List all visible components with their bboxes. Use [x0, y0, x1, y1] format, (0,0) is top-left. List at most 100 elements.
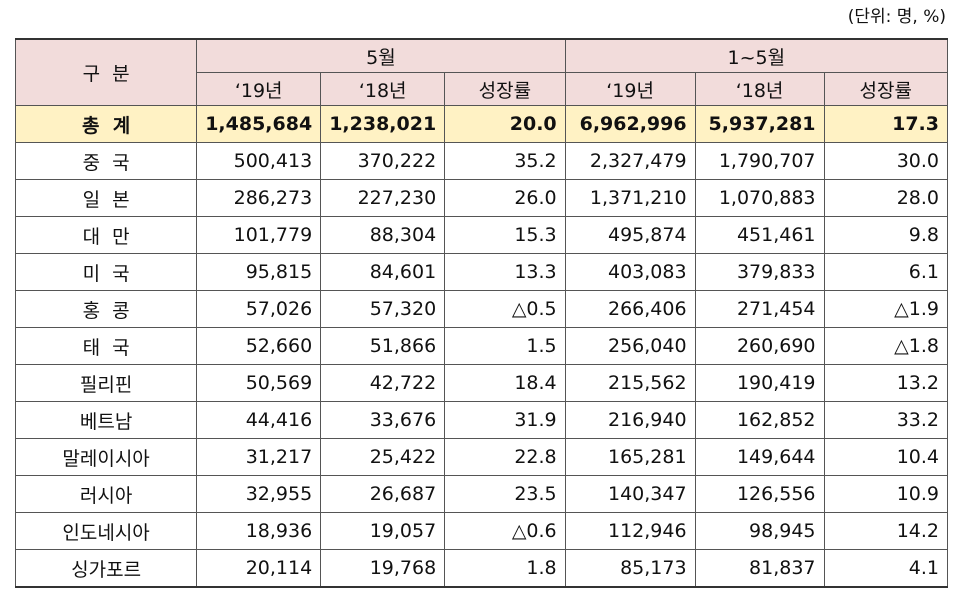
table-row: 총 계 1,485,684 1,238,021 20.0 6,962,996 5,937,…	[14, 105, 949, 143]
data-cell: 162,852	[694, 401, 825, 439]
data-cell: 33,676	[320, 401, 446, 439]
data-cell: 85,173	[564, 549, 696, 588]
data-cell: 215,562	[564, 364, 696, 402]
data-cell: 13.3	[444, 253, 566, 291]
data-cell: 25,422	[320, 438, 446, 476]
table-row: 러시아 32,955 26,687 23.5 140,347 126,556 10.9	[14, 475, 949, 513]
data-cell: 5,937,281	[694, 105, 825, 143]
data-cell: 18.4	[444, 364, 566, 402]
data-cell: 271,454	[694, 290, 825, 328]
data-cell: 6,962,996	[564, 105, 696, 143]
sub-header: 성장률	[823, 72, 949, 106]
data-cell: 15.3	[444, 216, 566, 254]
data-cell: △0.5	[444, 290, 566, 328]
row-label: 총 계	[14, 105, 198, 143]
data-cell: 18,936	[196, 512, 322, 550]
row-label: 필리핀	[14, 364, 198, 402]
data-cell: 10.9	[823, 475, 949, 513]
data-cell: 31,217	[196, 438, 322, 476]
data-cell: 44,416	[196, 401, 322, 439]
header-cell: 구 분	[14, 38, 198, 106]
data-cell: 6.1	[823, 253, 949, 291]
table-row: 미 국 95,815 84,601 13.3 403,083 379,833 6.1	[14, 253, 949, 291]
data-cell: 1,238,021	[320, 105, 446, 143]
data-cell: 52,660	[196, 327, 322, 365]
group-header: 1~5월	[564, 38, 949, 73]
data-cell: 451,461	[694, 216, 825, 254]
data-table: 구 분 5월 1~5월 ‘19년 ‘18년 성장률 ‘19년 ‘18년 성장률 총 계 1,485,…	[14, 38, 949, 588]
data-cell: 20,114	[196, 549, 322, 588]
table-row: 말레이시아 31,217 25,422 22.8 165,281 149,644 10.4	[14, 438, 949, 476]
group-header: 5월	[196, 38, 566, 73]
data-cell: 216,940	[564, 401, 696, 439]
data-cell: 227,230	[320, 179, 446, 217]
table-row: 일 본 286,273 227,230 26.0 1,371,210 1,070,883 2…	[14, 179, 949, 217]
data-cell: 1,070,883	[694, 179, 825, 217]
table-row: ‘19년 ‘18년 성장률 ‘19년 ‘18년 성장률	[16, 72, 949, 106]
data-cell: 1,485,684	[196, 105, 322, 143]
row-label: 태 국	[14, 327, 198, 365]
data-cell: 19,057	[320, 512, 446, 550]
data-cell: 1,790,707	[694, 142, 825, 180]
data-cell: 370,222	[320, 142, 446, 180]
data-cell: 98,945	[694, 512, 825, 550]
data-cell: 190,419	[694, 364, 825, 402]
data-cell: 20.0	[444, 105, 566, 143]
data-cell: 495,874	[564, 216, 696, 254]
sub-header: ‘19년	[564, 72, 696, 106]
data-cell: 32,955	[196, 475, 322, 513]
data-cell: 19,768	[320, 549, 446, 588]
data-cell: 1,371,210	[564, 179, 696, 217]
data-cell: △1.8	[823, 327, 949, 365]
table-row: 태 국 52,660 51,866 1.5 256,040 260,690 △1.8	[14, 327, 949, 365]
data-cell: 101,779	[196, 216, 322, 254]
data-cell: 57,026	[196, 290, 322, 328]
data-cell: 403,083	[564, 253, 696, 291]
table-row: 베트남 44,416 33,676 31.9 216,940 162,852 33.2	[14, 401, 949, 439]
table-row: 홍 콩 57,026 57,320 △0.5 266,406 271,454 △1.9	[14, 290, 949, 328]
row-label: 홍 콩	[14, 290, 198, 328]
data-cell: 500,413	[196, 142, 322, 180]
data-cell: 23.5	[444, 475, 566, 513]
data-cell: 286,273	[196, 179, 322, 217]
data-cell: 50,569	[196, 364, 322, 402]
data-cell: 9.8	[823, 216, 949, 254]
data-cell: 26.0	[444, 179, 566, 217]
table-row: 중 국 500,413 370,222 35.2 2,327,479 1,790,707 3…	[14, 142, 949, 180]
data-cell: 88,304	[320, 216, 446, 254]
data-cell: 13.2	[823, 364, 949, 402]
row-label: 인도네시아	[14, 512, 198, 550]
data-cell: 22.8	[444, 438, 566, 476]
data-cell: 51,866	[320, 327, 446, 365]
row-label: 러시아	[14, 475, 198, 513]
data-cell: 126,556	[694, 475, 825, 513]
unit-note: (단위: 명, %)	[847, 7, 946, 27]
table-row: 필리핀 50,569 42,722 18.4 215,562 190,419 13.2	[14, 364, 949, 402]
data-cell: 1.8	[444, 549, 566, 588]
data-cell: 260,690	[694, 327, 825, 365]
data-cell: 379,833	[694, 253, 825, 291]
data-cell: 30.0	[823, 142, 949, 180]
sub-header: ‘18년	[320, 72, 446, 106]
data-cell: 17.3	[823, 105, 949, 143]
data-cell: 84,601	[320, 253, 446, 291]
data-cell: 95,815	[196, 253, 322, 291]
data-cell: △1.9	[823, 290, 949, 328]
table-row: 대 만 101,779 88,304 15.3 495,874 451,461 9.8	[14, 216, 949, 254]
row-label: 일 본	[14, 179, 198, 217]
data-cell: 256,040	[564, 327, 696, 365]
data-cell: 81,837	[694, 549, 825, 588]
sub-header: 성장률	[444, 72, 566, 106]
data-cell: 140,347	[564, 475, 696, 513]
data-cell: 1.5	[444, 327, 566, 365]
data-cell: 42,722	[320, 364, 446, 402]
sub-header: ‘19년	[196, 72, 322, 106]
data-cell: 26,687	[320, 475, 446, 513]
data-cell: 165,281	[564, 438, 696, 476]
row-label: 미 국	[14, 253, 198, 291]
table-row: 인도네시아 18,936 19,057 △0.6 112,946 98,945 14.2	[14, 512, 949, 550]
row-label: 베트남	[14, 401, 198, 439]
data-cell: 2,327,479	[564, 142, 696, 180]
data-cell: 4.1	[823, 549, 949, 588]
